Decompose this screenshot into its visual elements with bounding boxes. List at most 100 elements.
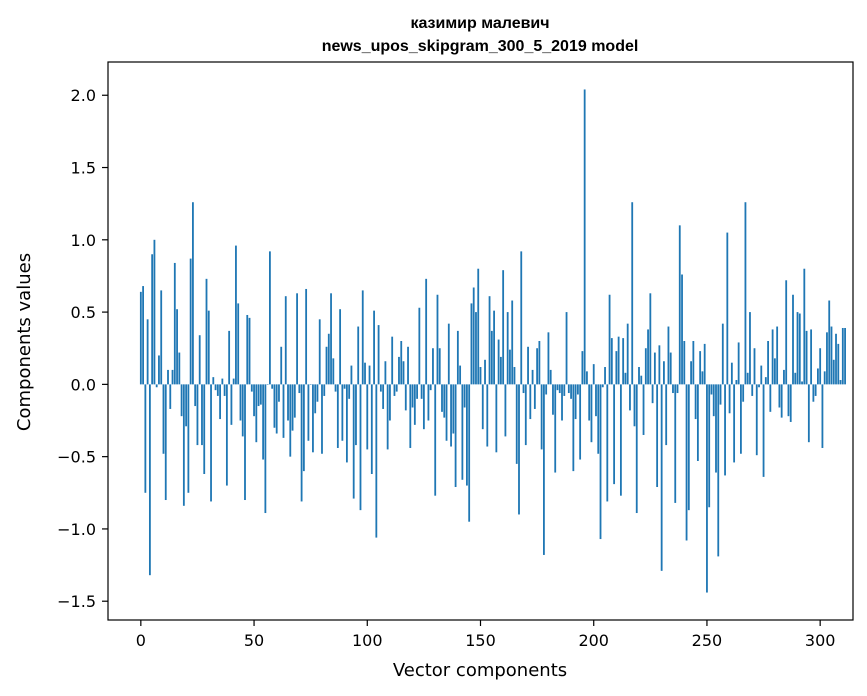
- bar: [499, 356, 502, 385]
- bar: [289, 384, 292, 457]
- bar: [549, 369, 552, 385]
- bar: [554, 384, 557, 473]
- bar: [298, 384, 301, 394]
- bar: [148, 384, 151, 576]
- bar: [407, 346, 409, 385]
- bar: [370, 384, 373, 474]
- bar: [201, 384, 203, 446]
- bar: [753, 348, 756, 385]
- bar: [443, 384, 446, 418]
- bar: [841, 327, 844, 385]
- bar: [687, 384, 690, 511]
- bar: [565, 312, 568, 385]
- bar: [692, 341, 695, 385]
- bar: [389, 384, 391, 421]
- bar: [366, 384, 369, 450]
- bar: [470, 303, 473, 385]
- bar: [726, 232, 729, 385]
- bar: [767, 341, 769, 385]
- x-axis-label: Vector components: [393, 660, 567, 681]
- bar: [332, 358, 335, 385]
- bar: [660, 384, 663, 571]
- bar: [164, 384, 167, 501]
- bar: [563, 384, 566, 396]
- bar: [622, 338, 625, 385]
- bar: [543, 384, 545, 555]
- bar: [794, 372, 797, 385]
- bar: [619, 384, 622, 496]
- y-axis: −1.5 −1.0 −0.5 0.0 0.5 1.0 1.5 2.0: [57, 86, 108, 611]
- bar: [180, 384, 183, 417]
- bar: [438, 348, 441, 385]
- bar: [244, 384, 246, 501]
- bar: [214, 384, 217, 391]
- bar: [796, 312, 799, 385]
- bar: [524, 384, 527, 446]
- bar: [452, 384, 455, 434]
- bar: [262, 384, 265, 460]
- bar: [570, 384, 572, 399]
- x-tick-label: 150: [465, 631, 496, 650]
- bar: [409, 384, 412, 448]
- bar: [556, 384, 559, 391]
- bar: [812, 384, 815, 402]
- bar: [506, 312, 509, 385]
- bar: [237, 303, 240, 385]
- bar: [527, 346, 529, 385]
- bar: [219, 384, 221, 420]
- bar: [771, 329, 774, 385]
- bar: [400, 341, 403, 385]
- bar: [803, 268, 806, 385]
- bar: [291, 384, 294, 431]
- x-tick-label: 300: [805, 631, 836, 650]
- bar: [271, 384, 274, 389]
- bar: [651, 384, 654, 404]
- bar: [583, 89, 586, 385]
- bar: [189, 258, 192, 385]
- bar: [665, 384, 668, 446]
- bar: [511, 300, 514, 385]
- bar: [737, 342, 740, 385]
- x-axis: 0 50 100 150 200 250 300: [136, 620, 836, 650]
- bar: [307, 384, 310, 441]
- bar: [839, 380, 842, 385]
- bar: [232, 378, 235, 385]
- x-tick-label: 100: [352, 631, 383, 650]
- bar: [314, 384, 317, 414]
- bar: [629, 384, 631, 411]
- bar: [418, 307, 421, 385]
- bar: [160, 290, 163, 385]
- bar: [468, 384, 471, 522]
- bar: [601, 384, 604, 388]
- bar: [350, 365, 353, 385]
- bar: [144, 384, 147, 493]
- bar: [678, 225, 681, 385]
- bar: [323, 384, 326, 396]
- bar: [275, 384, 278, 434]
- bar: [466, 384, 468, 486]
- bar: [196, 384, 199, 446]
- bar: [749, 312, 751, 385]
- bar: [746, 372, 749, 385]
- bar: [296, 293, 298, 385]
- bar: [343, 384, 346, 389]
- bar: [837, 343, 840, 385]
- bar: [205, 278, 208, 385]
- bar: [579, 384, 582, 460]
- bar: [284, 296, 287, 385]
- bar: [672, 384, 674, 394]
- chart-subtitle: news_upos_skipgram_300_5_2019 model: [322, 38, 639, 55]
- bar: [359, 384, 362, 511]
- bar: [676, 384, 679, 394]
- bar: [479, 367, 482, 385]
- bar: [728, 384, 731, 414]
- bar: [835, 333, 837, 385]
- bar: [586, 371, 588, 385]
- bar: [355, 384, 357, 446]
- bar: [764, 377, 767, 385]
- bar: [212, 377, 215, 385]
- bar: [755, 384, 758, 456]
- bar: [336, 384, 339, 448]
- bar: [375, 384, 378, 538]
